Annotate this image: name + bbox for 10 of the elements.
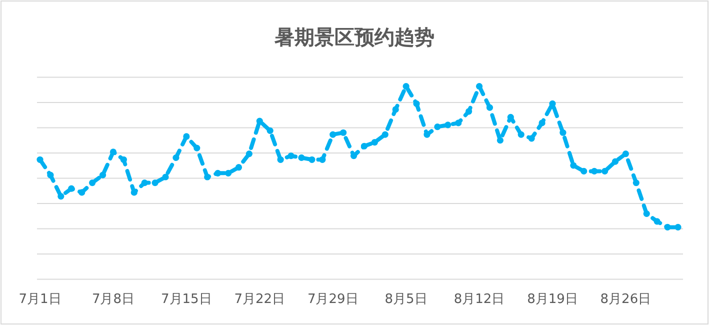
x-tick-label: 7月8日 — [92, 292, 134, 307]
x-tick-label: 7月1日 — [18, 292, 62, 307]
x-tick-label: 8月12日 — [454, 292, 505, 307]
x-tick-label: 7月29日 — [307, 292, 358, 307]
x-tick-label: 7月15日 — [161, 292, 212, 307]
chart-title: 暑期景区预约趋势 — [274, 25, 434, 49]
x-tick-label: 8月5日 — [384, 292, 428, 307]
x-tick-label: 8月19日 — [527, 292, 578, 307]
x-tick-label: 7月22日 — [234, 292, 286, 307]
x-tick-label: 8月26日 — [600, 292, 652, 307]
